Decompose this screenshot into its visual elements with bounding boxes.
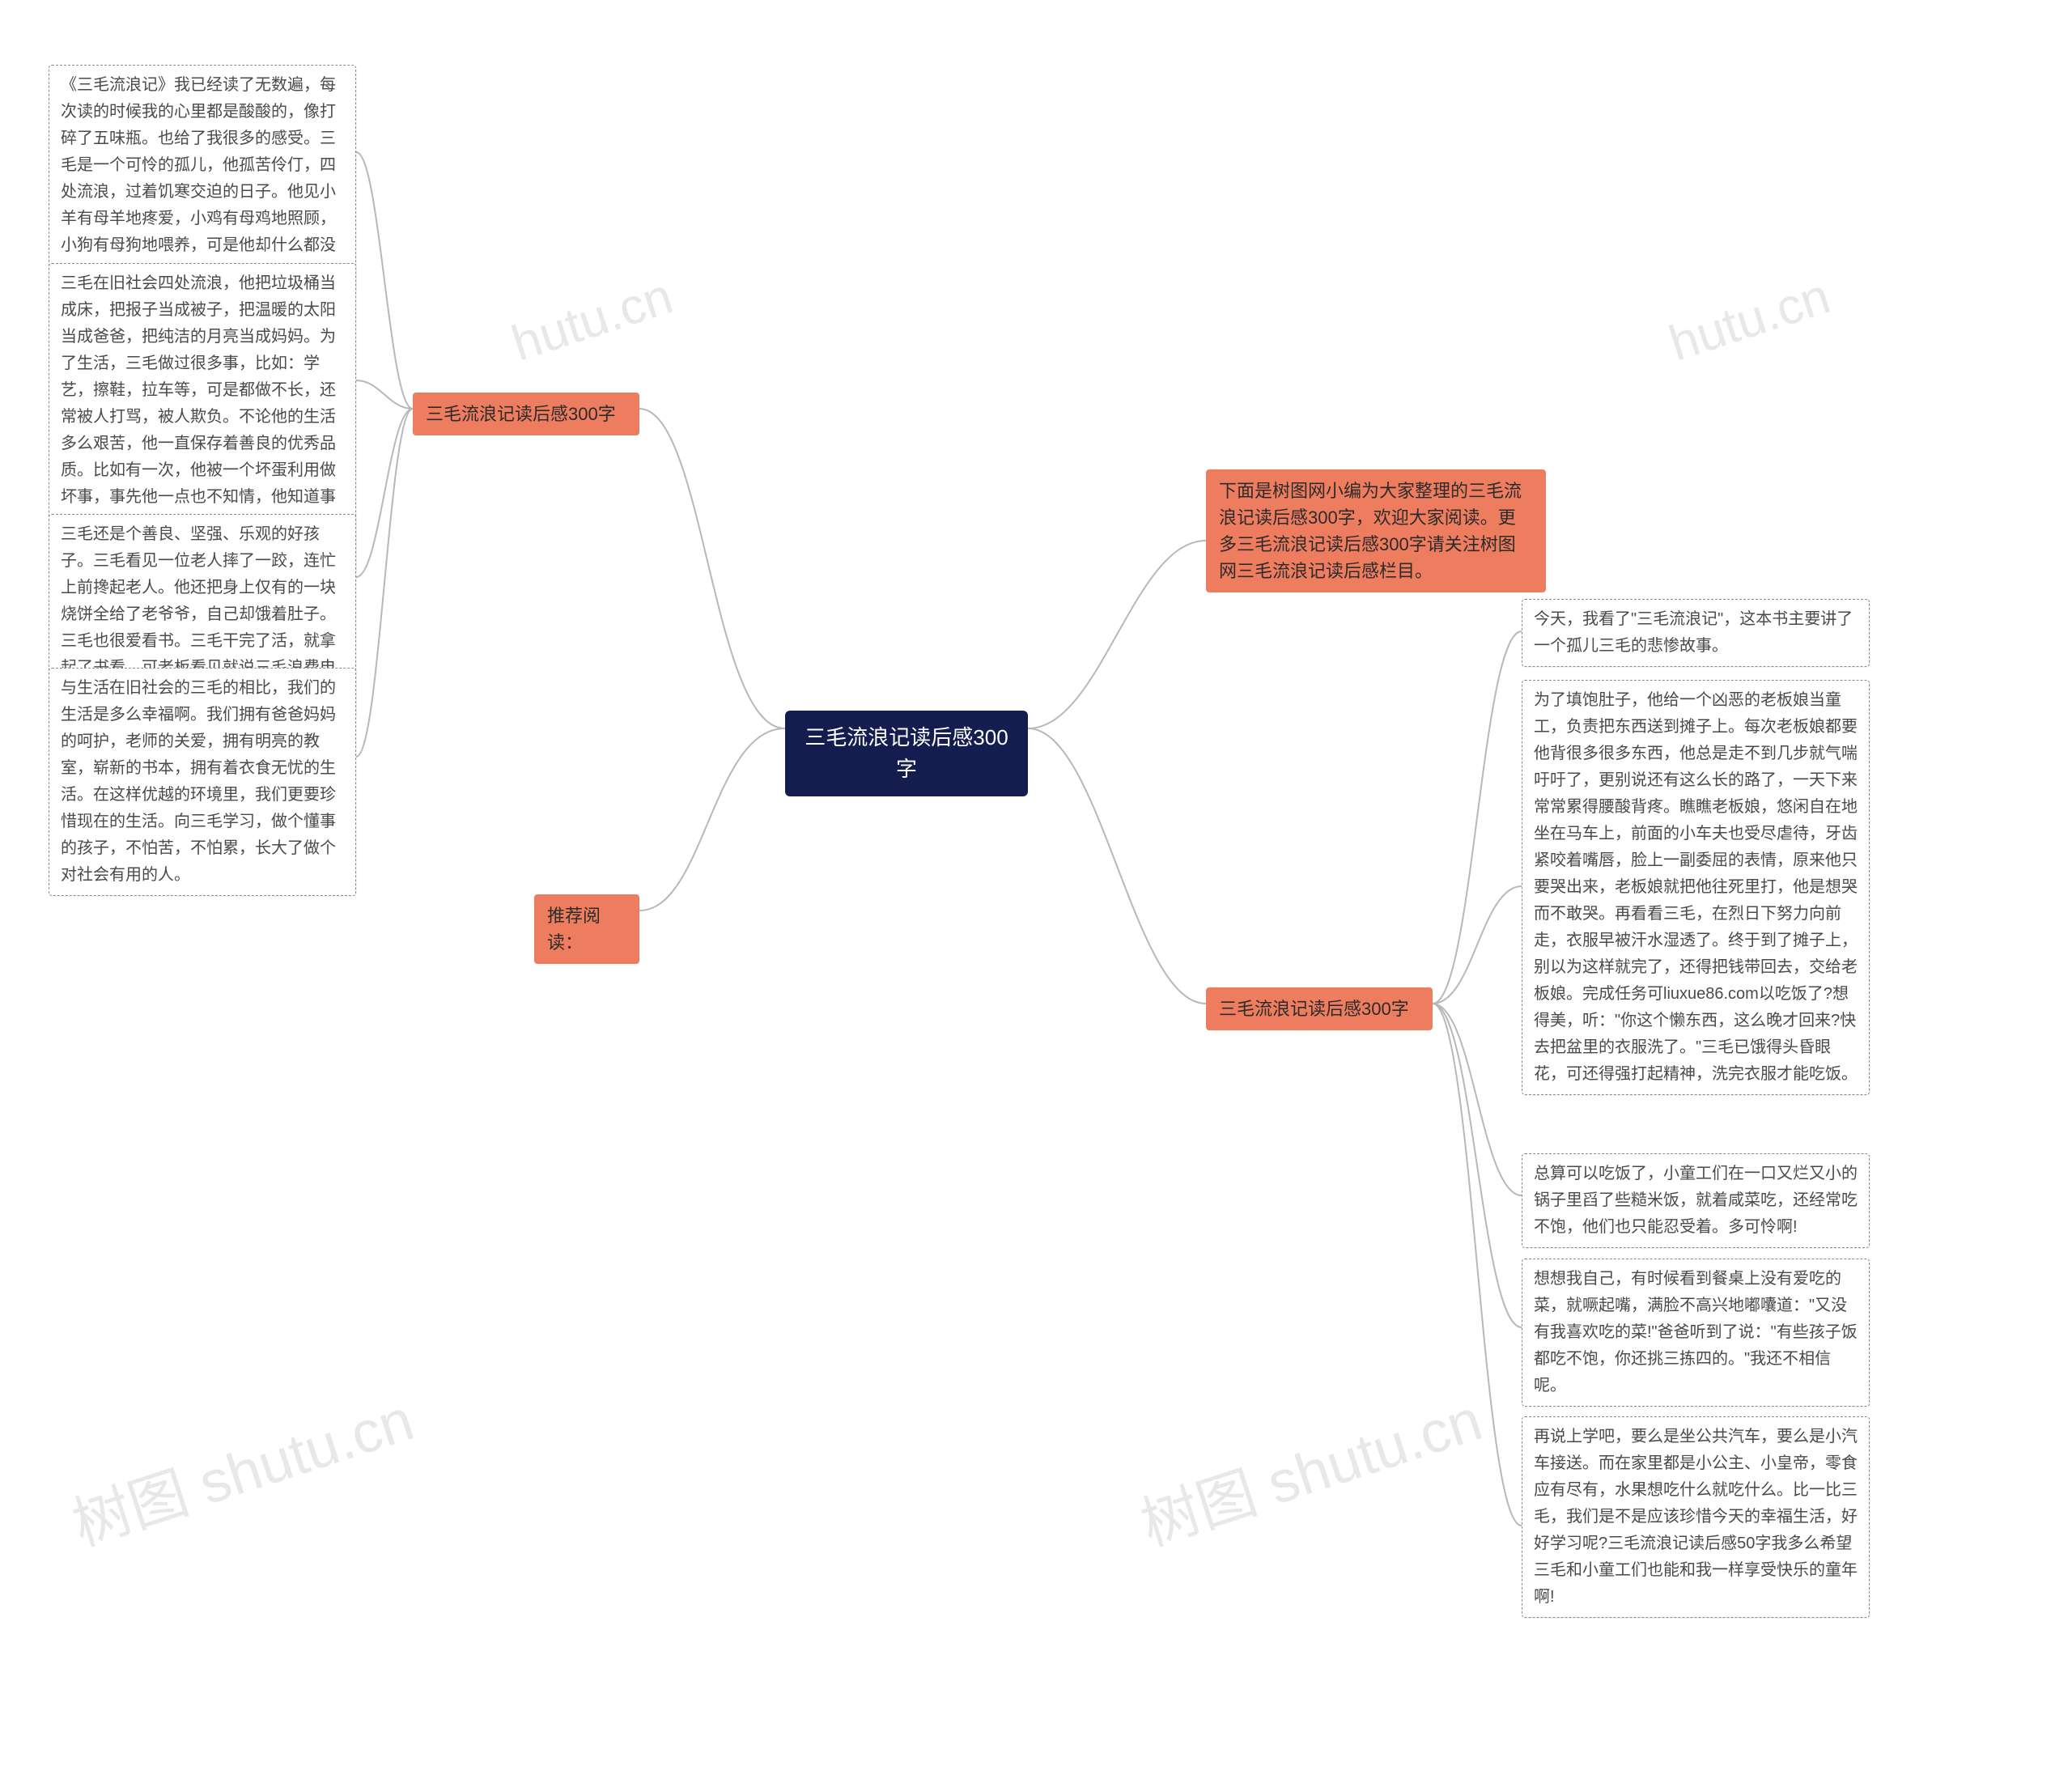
root-node[interactable]: 三毛流浪记读后感300字: [785, 711, 1028, 796]
left-leaf: 《三毛流浪记》我已经读了无数遍，每次读的时候我的心里都是酸酸的，像打碎了五味瓶。…: [49, 65, 356, 293]
right-leaf: 为了填饱肚子，他给一个凶恶的老板娘当童工，负责把东西送到摊子上。每次老板娘都要他…: [1522, 680, 1870, 1095]
left-leaf: 与生活在旧社会的三毛的相比，我们的生活是多么幸福啊。我们拥有爸爸妈妈的呵护，老师…: [49, 668, 356, 896]
watermark: hutu.cn: [505, 267, 679, 372]
right-leaf: 再说上学吧，要么是坐公共汽车，要么是小汽车接送。而在家里都是小公主、小皇帝，零食…: [1522, 1416, 1870, 1618]
right-leaf: 想想我自己，有时候看到餐桌上没有爱吃的菜，就噘起嘴，满脸不高兴地嘟囔道："又没有…: [1522, 1259, 1870, 1407]
right-intro-node[interactable]: 下面是树图网小编为大家整理的三毛流浪记读后感300字，欢迎大家阅读。更多三毛流浪…: [1206, 469, 1546, 592]
right-leaf: 今天，我看了"三毛流浪记"，这本书主要讲了一个孤儿三毛的悲惨故事。: [1522, 599, 1870, 667]
right-leaf: 总算可以吃饭了，小童工们在一口又烂又小的锅子里舀了些糙米饭，就着咸菜吃，还经常吃…: [1522, 1153, 1870, 1248]
right-section-title[interactable]: 三毛流浪记读后感300字: [1206, 987, 1433, 1030]
watermark: hutu.cn: [1662, 267, 1836, 372]
watermark: 树图 shutu.cn: [60, 1372, 422, 1562]
watermark: 树图 shutu.cn: [1128, 1372, 1490, 1562]
left-section-title[interactable]: 三毛流浪记读后感300字: [413, 393, 639, 435]
recommended-node[interactable]: 推荐阅读：: [534, 894, 639, 964]
